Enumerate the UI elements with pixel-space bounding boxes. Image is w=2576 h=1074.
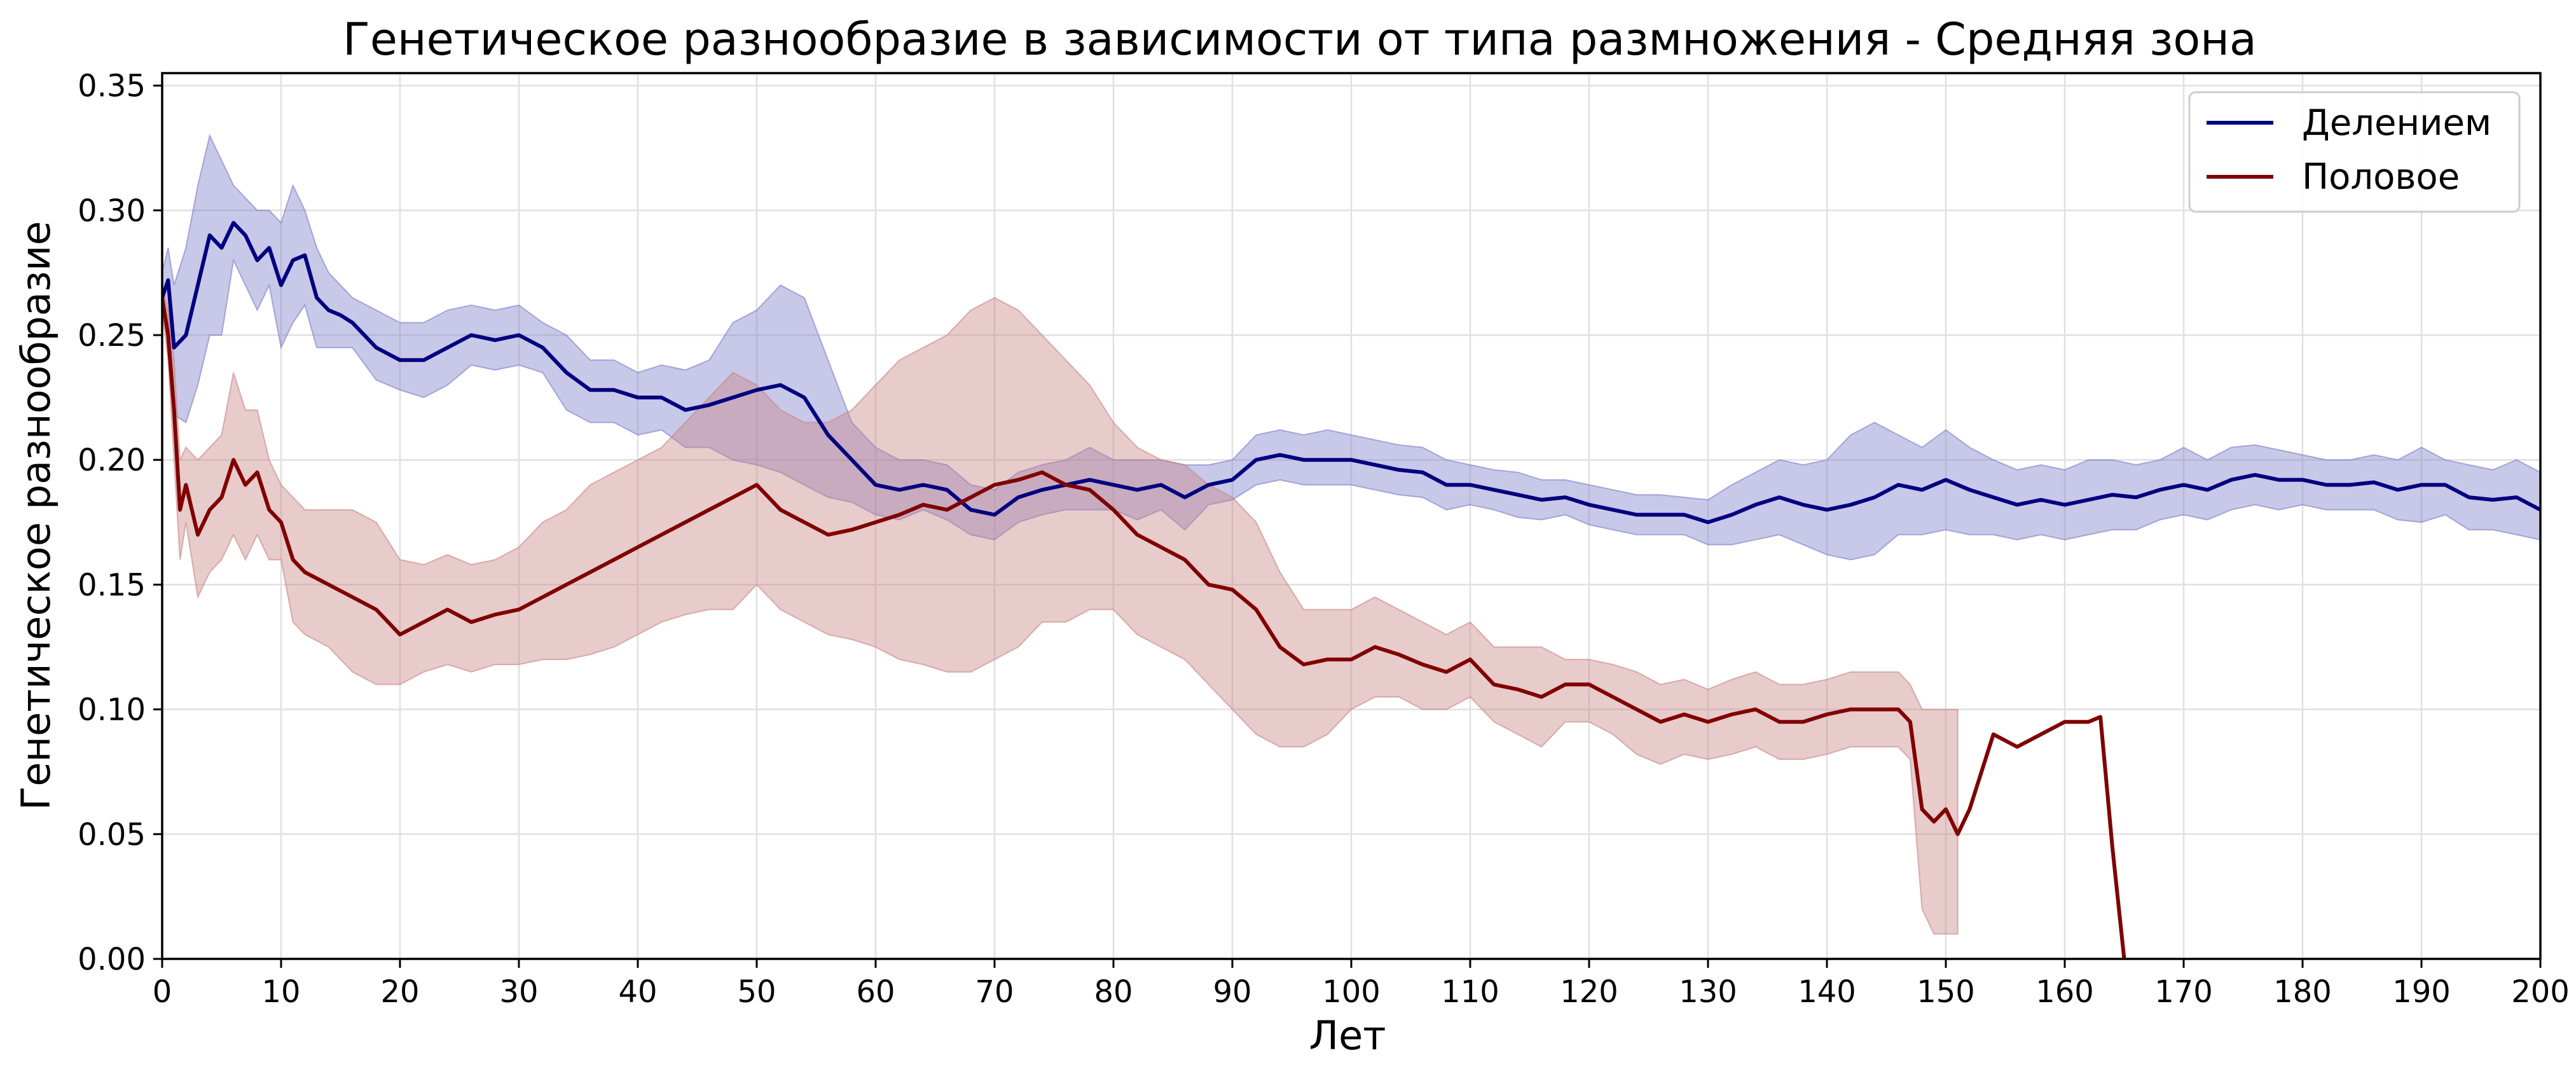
band-polovoe <box>162 285 1959 935</box>
y-tick-label: 0.15 <box>78 567 146 603</box>
y-tick-label: 0.00 <box>78 942 146 977</box>
x-tick-label: 180 <box>2273 974 2332 1010</box>
x-tick-label: 10 <box>261 974 300 1010</box>
x-tick-label: 70 <box>975 974 1014 1010</box>
x-tick-label: 40 <box>618 974 657 1010</box>
confidence-bands <box>162 134 2540 935</box>
x-axis-label: Лет <box>1309 1012 1386 1059</box>
x-tick-label: 200 <box>2511 974 2570 1010</box>
x-tick-label: 110 <box>1441 974 1499 1010</box>
y-tick-label: 0.05 <box>78 817 146 853</box>
y-axis-ticks: 0.00 0.05 0.10 0.15 0.20 0.25 0.30 0.35 <box>78 69 162 977</box>
series-line-polovoe <box>162 297 2126 959</box>
x-tick-label: 20 <box>380 974 419 1010</box>
y-tick-label: 0.20 <box>78 443 146 478</box>
y-axis-label: Генетическое разнообразие <box>13 221 59 811</box>
y-tick-label: 0.10 <box>78 692 146 728</box>
x-tick-label: 170 <box>2154 974 2213 1010</box>
series-lines <box>162 221 2540 959</box>
y-tick-label: 0.25 <box>78 318 146 354</box>
x-tick-label: 140 <box>1798 974 1856 1010</box>
x-tick-label: 60 <box>856 974 895 1010</box>
legend-label-delenie: Делением <box>2302 102 2491 144</box>
x-tick-label: 90 <box>1213 974 1251 1010</box>
y-tick-label: 0.30 <box>78 193 146 229</box>
x-tick-label: 160 <box>2035 974 2094 1010</box>
x-tick-label: 150 <box>1917 974 1975 1010</box>
series-line-delenie <box>162 221 2540 525</box>
legend-label-polovoe: Половое <box>2302 156 2460 198</box>
x-tick-label: 0 <box>153 974 172 1010</box>
band-delenie <box>162 134 2540 561</box>
x-tick-label: 50 <box>737 974 776 1010</box>
x-tick-label: 100 <box>1322 974 1381 1010</box>
x-tick-label: 80 <box>1094 974 1133 1010</box>
y-tick-label: 0.35 <box>78 69 146 104</box>
x-tick-label: 120 <box>1560 974 1618 1010</box>
chart-title: Генетическое разнообразие в зависимости … <box>343 13 2257 65</box>
grid <box>161 73 2542 960</box>
x-tick-label: 190 <box>2392 974 2451 1010</box>
x-tick-label: 130 <box>1679 974 1737 1010</box>
x-tick-label: 30 <box>499 974 538 1010</box>
legend: Делением Половое <box>2188 91 2521 213</box>
x-axis-ticks: 0 10 20 30 40 50 60 70 80 90 100 110 120 130 140 150 160… <box>153 959 2570 1010</box>
